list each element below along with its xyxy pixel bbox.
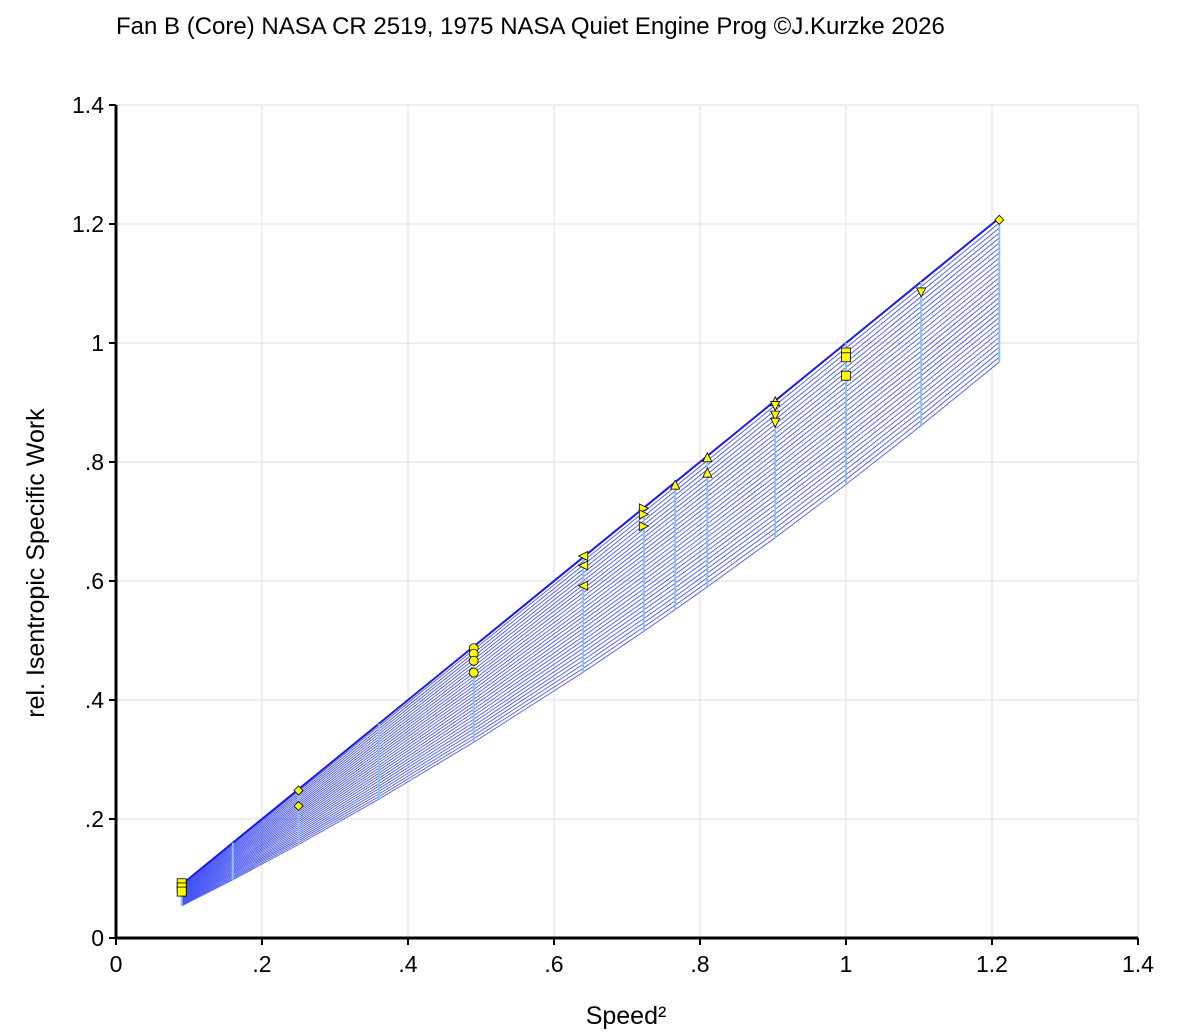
map-line	[181, 277, 1000, 894]
data-point-triangle-left	[577, 580, 589, 591]
map-line	[181, 326, 1000, 902]
x-tick-label: 0	[110, 951, 123, 977]
y-tick-label: .2	[85, 806, 104, 832]
data-point-triangle-down	[770, 417, 781, 429]
data-point-triangle-up	[702, 467, 713, 478]
y-tick-label: .8	[85, 449, 104, 475]
map-line-top	[181, 217, 1000, 886]
data-point-diamond	[994, 214, 1005, 225]
data-point-triangle-down	[770, 401, 781, 412]
data-point-triangle-up	[670, 479, 681, 490]
data-point-triangle-down	[770, 410, 781, 421]
map-line	[181, 312, 1000, 899]
data-point-triangle-down	[916, 287, 927, 298]
x-tick-label: 1.4	[1122, 951, 1154, 977]
data-point-diamond	[293, 800, 304, 811]
y-tick-label: 1.4	[72, 92, 104, 118]
x-tick-label: .6	[544, 951, 563, 977]
map-line	[181, 222, 1000, 886]
x-tick-label: .4	[398, 951, 417, 977]
measured-points	[176, 214, 1005, 897]
map-line	[181, 307, 1000, 899]
data-point-diamond	[293, 785, 304, 796]
data-point-circle	[468, 655, 479, 666]
y-tick-label: 0	[91, 925, 104, 951]
data-point-triangle-left	[577, 560, 589, 571]
y-tick-label: 1.2	[72, 211, 104, 237]
x-tick-label: .8	[690, 951, 709, 977]
speed-lines	[180, 218, 1001, 906]
data-point-square	[841, 352, 851, 363]
data-point-triangle-right	[638, 509, 650, 520]
y-tick-label: 1	[91, 330, 104, 356]
y-tick-label: .6	[85, 568, 104, 594]
y-tick-labels: 0 .2 .4 .6 .8 1 1.2 1.4	[72, 92, 116, 951]
chart-title: Fan B (Core) NASA CR 2519, 1975 NASA Qui…	[116, 13, 945, 40]
data-point-triangle-up	[702, 451, 713, 463]
y-axis-label: rel. Isentropic Specific Work	[22, 408, 50, 718]
data-point-square	[176, 886, 187, 897]
data-point-triangle-left	[577, 550, 589, 562]
x-tick-labels: 0 .2 .4 .6 .8 1 1.2 1.4	[110, 938, 1154, 977]
x-tick-label: 1.2	[976, 951, 1008, 977]
map-line	[181, 361, 1000, 907]
map-line	[181, 227, 1000, 887]
map-line	[181, 242, 1000, 889]
map-lines	[181, 217, 1000, 907]
map-line	[181, 292, 1000, 896]
x-tick-label: 1	[840, 951, 853, 977]
y-tick-label: .4	[85, 687, 104, 713]
data-point-square	[841, 370, 851, 381]
data-point-triangle-right	[638, 521, 650, 532]
x-tick-label: .2	[252, 951, 271, 977]
axes	[114, 105, 1138, 940]
x-axis-label: Speed²	[586, 1002, 667, 1030]
data-point-circle	[468, 667, 479, 678]
